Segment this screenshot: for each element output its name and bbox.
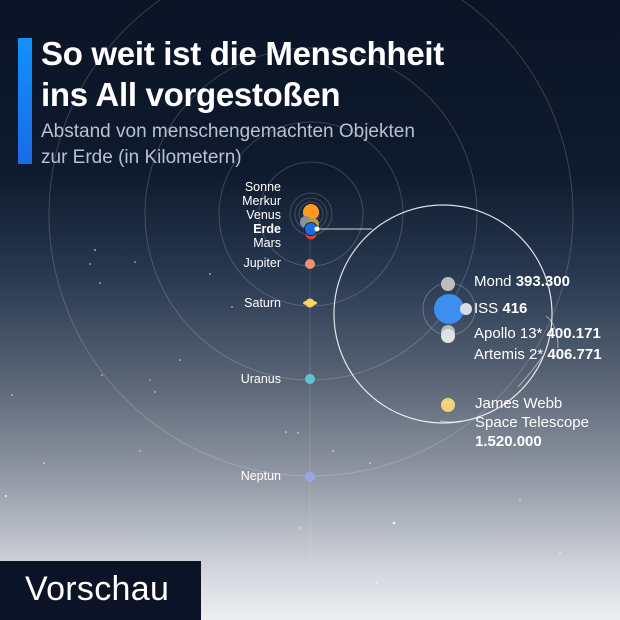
label-iss: ISS 416 — [474, 299, 527, 318]
earth-large-icon — [434, 294, 464, 324]
label-mond: Mond 393.300 — [474, 272, 570, 291]
neptune-icon — [305, 472, 315, 482]
jwst-icon — [441, 398, 455, 412]
label-apollo-13: Apollo 13* 400.171 — [474, 324, 601, 343]
saturn-icon — [305, 298, 315, 308]
stars — [5, 249, 561, 611]
title-line-2: ins All vorgestoßen — [41, 76, 341, 113]
artemis-2-icon — [441, 329, 455, 343]
leader-lines — [439, 315, 559, 423]
preview-label: Vorschau — [25, 570, 170, 608]
earth-marker-icon — [314, 226, 320, 232]
artemis-2-value: 406.771 — [547, 346, 602, 363]
earth-zoom-circle — [333, 204, 553, 424]
jwst-name-line-1: James Webb — [475, 395, 563, 412]
label-jupiter: Jupiter — [243, 256, 281, 270]
jwst-value: 1.520.000 — [475, 433, 542, 450]
subtitle-line-2: zur Erde (in Kilometern) — [41, 147, 242, 168]
page-title: So weit ist die Menschheit ins All vorge… — [41, 33, 444, 115]
label-sonne: Sonne — [244, 180, 281, 194]
iss-value: 416 — [502, 300, 528, 317]
label-mars: Mars — [253, 236, 281, 250]
label-merkur: Merkur — [242, 194, 281, 208]
uranus-icon — [305, 374, 315, 384]
page-subtitle: Abstand von menschengemachten Objekten z… — [41, 119, 415, 171]
title-line-1: So weit ist die Menschheit — [41, 35, 444, 72]
accent-bar — [18, 38, 32, 164]
label-venus: Venus — [246, 208, 281, 222]
moon-icon — [441, 277, 455, 291]
label-neptun: Neptun — [240, 469, 281, 483]
mond-value: 393.300 — [515, 273, 570, 290]
sun-icon — [303, 204, 319, 220]
apollo-13-name: Apollo 13* — [474, 325, 543, 342]
label-artemis-2: Artemis 2* 406.771 — [474, 345, 602, 364]
label-jwst: James Webb Space Telescope 1.520.000 — [475, 394, 589, 451]
iss-name: ISS — [474, 300, 499, 317]
label-erde: Erde — [253, 222, 281, 236]
preview-badge: Vorschau — [0, 561, 201, 620]
label-saturn: Saturn — [244, 296, 281, 310]
label-uranus: Uranus — [240, 372, 281, 386]
jwst-name-line-2: Space Telescope — [475, 414, 589, 431]
apollo-13-value: 400.171 — [546, 325, 601, 342]
iss-icon — [460, 303, 472, 315]
jupiter-icon — [305, 259, 315, 269]
planet-dots — [300, 204, 320, 482]
subtitle-line-1: Abstand von menschengemachten Objekten — [41, 121, 415, 142]
artemis-2-name: Artemis 2* — [474, 346, 544, 363]
mond-name: Mond — [474, 273, 512, 290]
